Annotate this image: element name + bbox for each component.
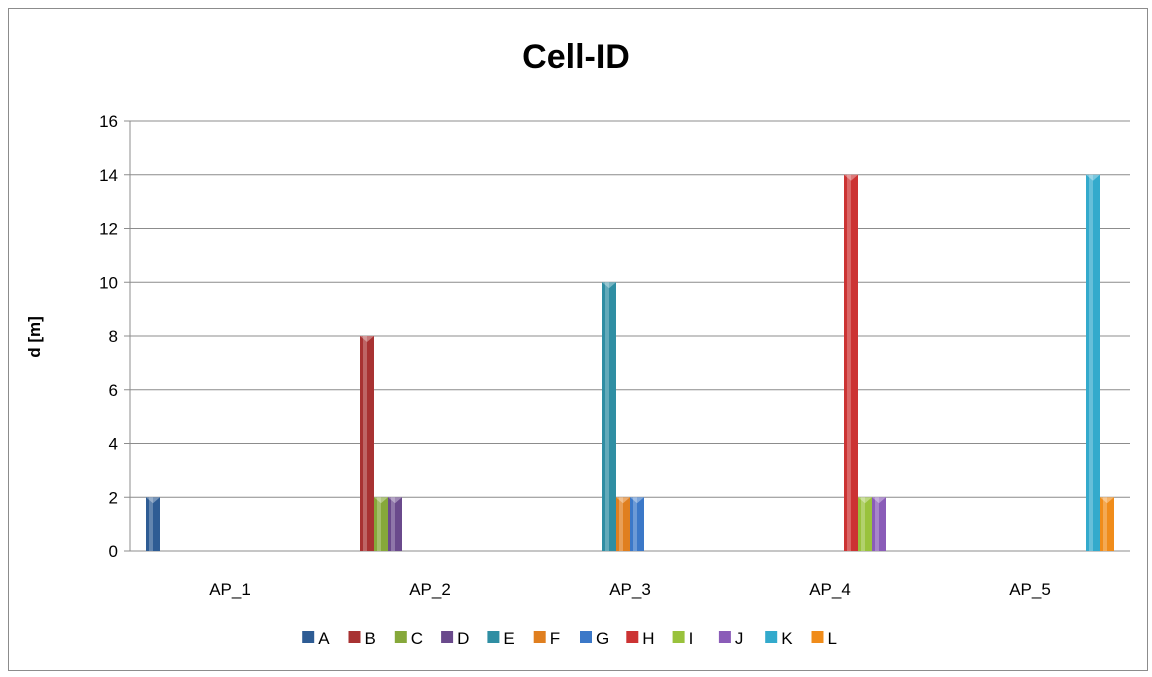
bar-highlight bbox=[875, 497, 879, 551]
y-tick-labels: 0 2 4 6 8 10 12 14 16 bbox=[99, 112, 118, 561]
chart-area bbox=[8, 8, 1148, 671]
legend-label-J: J bbox=[735, 629, 744, 648]
bar-cap bbox=[360, 336, 374, 342]
legend-label-D: D bbox=[457, 629, 469, 648]
y-tick-label: 4 bbox=[109, 435, 118, 454]
legend-swatch-L bbox=[811, 631, 824, 643]
legend-label-K: K bbox=[781, 629, 793, 648]
x-tick-labels: AP_1 AP_2 AP_3 AP_4 AP_5 bbox=[209, 580, 1051, 599]
bar-highlight bbox=[391, 497, 395, 551]
legend-label-B: B bbox=[365, 629, 376, 648]
bar-cap bbox=[374, 497, 388, 504]
bar-cap bbox=[858, 497, 872, 504]
legend: A B C D E F G H I J K L bbox=[302, 629, 837, 648]
bar-cap bbox=[630, 497, 644, 504]
x-tick-label: AP_2 bbox=[409, 580, 451, 599]
legend-label-C: C bbox=[411, 629, 423, 648]
bar-K-AP_5 bbox=[1086, 174, 1100, 551]
legend-label-L: L bbox=[828, 629, 837, 648]
bar-highlight bbox=[847, 174, 851, 551]
y-tick-label: 12 bbox=[99, 220, 118, 239]
y-tick-label: 14 bbox=[99, 166, 118, 185]
bar-highlight bbox=[1089, 174, 1093, 551]
bar-H-AP_4 bbox=[844, 174, 858, 551]
bar-highlight bbox=[633, 497, 637, 551]
y-tick-label: 8 bbox=[109, 327, 118, 346]
y-tick-label: 6 bbox=[109, 381, 118, 400]
bar-G-AP_3 bbox=[630, 497, 644, 551]
bar-I-AP_4 bbox=[858, 497, 872, 551]
legend-label-E: E bbox=[503, 629, 514, 648]
bar-highlight bbox=[377, 497, 381, 551]
bar-highlight bbox=[149, 497, 153, 551]
bar-L-AP_5 bbox=[1100, 497, 1114, 551]
legend-swatch-F bbox=[533, 631, 546, 643]
bar-highlight bbox=[1103, 497, 1107, 551]
y-tick-label: 2 bbox=[109, 488, 118, 507]
legend-swatch-H bbox=[626, 631, 639, 643]
bar-B-AP_2 bbox=[360, 336, 374, 551]
y-tick-label: 10 bbox=[99, 273, 118, 292]
chart-title: Cell-ID bbox=[522, 38, 630, 76]
bars bbox=[146, 174, 1114, 551]
legend-swatch-D bbox=[441, 631, 454, 643]
bar-C-AP_2 bbox=[374, 497, 388, 551]
legend-swatch-J bbox=[718, 631, 731, 643]
gridlines bbox=[124, 120, 1130, 552]
bar-highlight bbox=[861, 497, 865, 551]
bar-A-AP_1 bbox=[146, 497, 160, 551]
legend-swatch-A bbox=[302, 631, 315, 643]
x-tick-label: AP_1 bbox=[209, 580, 251, 599]
legend-swatch-I bbox=[672, 631, 685, 643]
x-tick-label: AP_5 bbox=[1009, 580, 1051, 599]
x-tick-label: AP_3 bbox=[609, 580, 651, 599]
legend-label-A: A bbox=[318, 629, 330, 648]
bar-E-AP_3 bbox=[602, 282, 616, 551]
bar-cap bbox=[844, 174, 858, 181]
bar-D-AP_2 bbox=[388, 497, 402, 551]
legend-swatch-K bbox=[765, 631, 778, 643]
bar-highlight bbox=[363, 336, 367, 551]
legend-swatch-B bbox=[348, 631, 361, 643]
bar-cap bbox=[388, 497, 402, 504]
bar-J-AP_4 bbox=[872, 497, 886, 551]
y-tick-label: 16 bbox=[99, 112, 118, 131]
bar-F-AP_3 bbox=[616, 497, 630, 551]
bar-highlight bbox=[605, 282, 609, 551]
legend-label-H: H bbox=[642, 629, 654, 648]
x-tick-label: AP_4 bbox=[809, 580, 851, 599]
legend-swatch-E bbox=[487, 631, 500, 643]
legend-swatch-G bbox=[580, 631, 592, 643]
bar-cap bbox=[1100, 497, 1114, 504]
legend-swatch-C bbox=[394, 631, 407, 643]
legend-label-F: F bbox=[550, 629, 560, 648]
bar-cap bbox=[872, 497, 886, 504]
bar-cap bbox=[602, 282, 616, 289]
legend-label-G: G bbox=[596, 629, 609, 648]
bar-cap bbox=[616, 497, 630, 504]
bar-cap bbox=[1086, 174, 1100, 181]
y-tick-label: 0 bbox=[109, 542, 118, 561]
legend-label-I: I bbox=[689, 629, 694, 648]
y-axis-label: d [m] bbox=[25, 316, 44, 358]
bar-cap bbox=[146, 497, 160, 504]
bar-highlight bbox=[619, 497, 623, 551]
